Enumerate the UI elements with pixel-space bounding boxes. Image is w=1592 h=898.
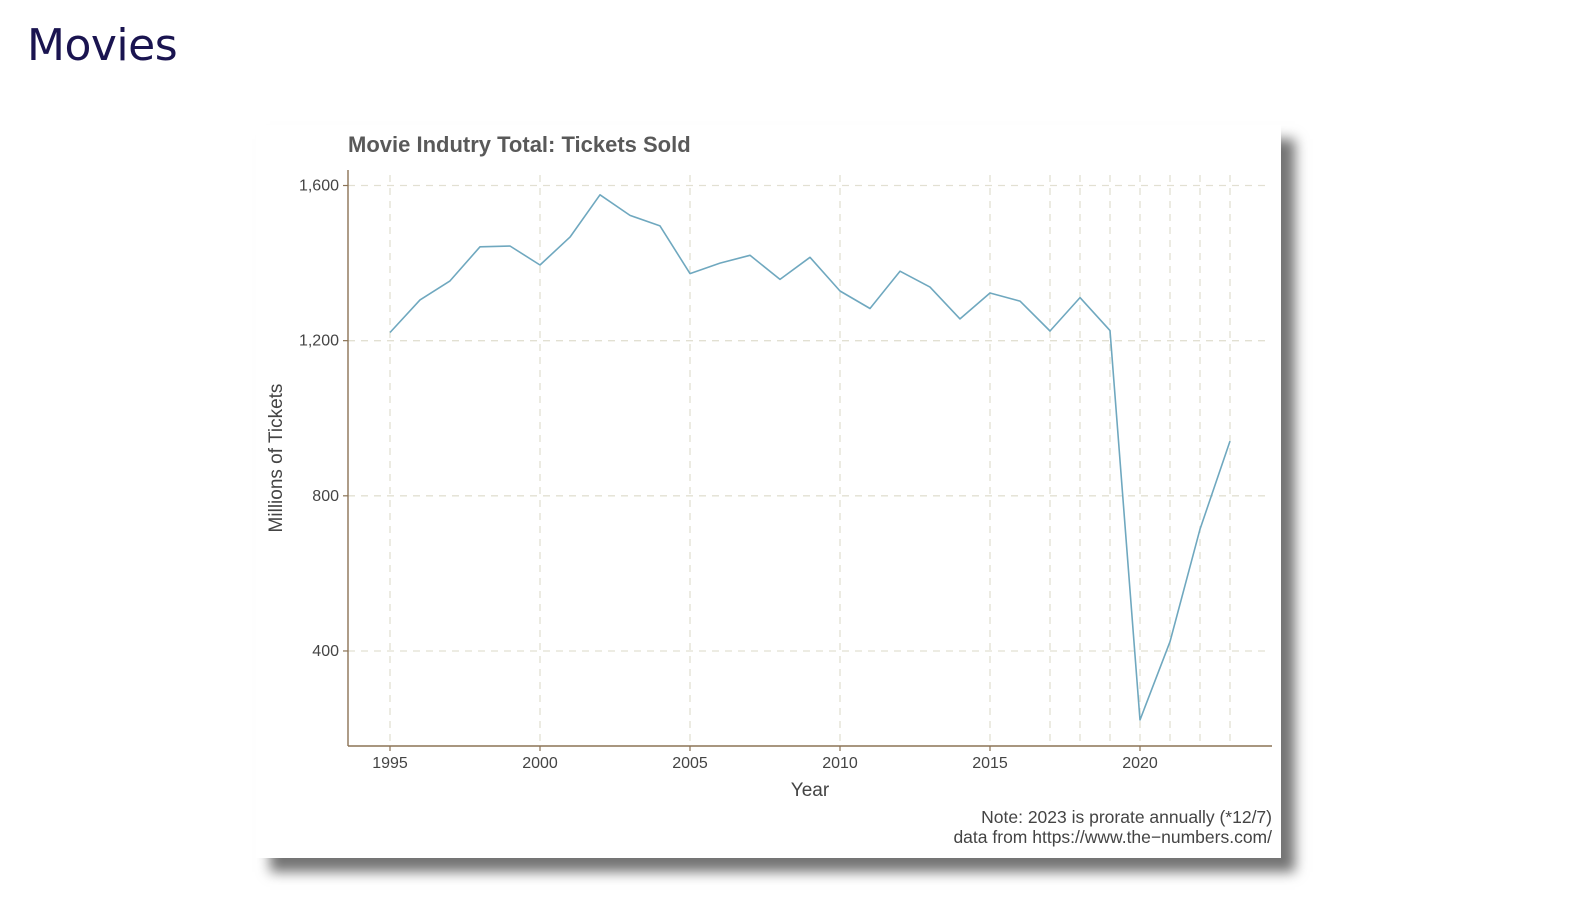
gridlines: [348, 175, 1270, 746]
series-line: [389, 194, 1231, 721]
chart-note: Note: 2023 is prorate annually (*12/7): [981, 807, 1272, 827]
chart-panel: 400 800 1,200 1,600 1995 2000 2005 2010 2015 2020…: [256, 125, 1281, 858]
chart-note: data from https://www.the−numbers.com/: [953, 827, 1272, 847]
x-axis-title: Year: [791, 780, 830, 801]
y-tick-label: 1,600: [299, 178, 339, 195]
labels: 400 800 1,200 1,600 1995 2000 2005 2010 2015 2020…: [266, 132, 1272, 847]
y-axis-title: Millions of Tickets: [266, 384, 287, 533]
y-tick-label: 800: [312, 488, 339, 505]
x-tick-label: 2010: [822, 755, 858, 772]
x-tick-label: 2005: [672, 755, 708, 772]
x-tick-label: 1995: [372, 755, 408, 772]
y-tick-label: 1,200: [299, 333, 339, 350]
slide-title: Movies: [27, 20, 178, 71]
series-layer: [389, 194, 1231, 721]
axes: [343, 170, 1272, 751]
x-tick-label: 2000: [522, 755, 558, 772]
x-tick-label: 2020: [1122, 755, 1158, 772]
y-tick-label: 400: [312, 643, 339, 660]
chart-title: Movie Indutry Total: Tickets Sold: [348, 132, 691, 157]
line-chart: 400 800 1,200 1,600 1995 2000 2005 2010 2015 2020…: [266, 132, 1272, 847]
x-tick-label: 2015: [972, 755, 1008, 772]
